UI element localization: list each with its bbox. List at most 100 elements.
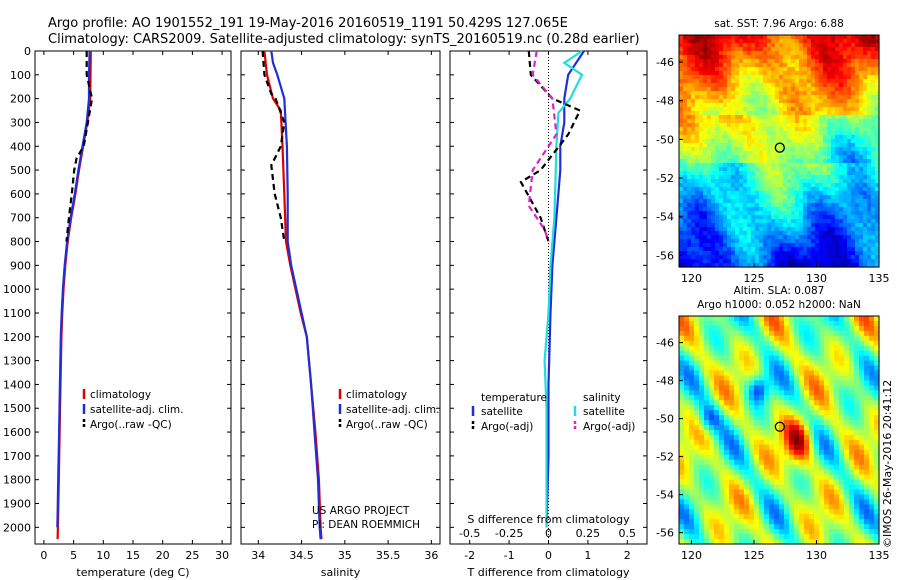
map-cell (723, 87, 728, 92)
map-cell (763, 63, 768, 68)
map-cell (711, 59, 716, 64)
map-cell (835, 43, 840, 48)
map-cell (863, 259, 868, 264)
map-cell (783, 123, 788, 128)
map-cell (834, 400, 840, 406)
map-cell (767, 51, 772, 56)
map-cell (809, 474, 815, 481)
map-cell (851, 119, 856, 124)
map-cell (694, 534, 700, 540)
map-cell (831, 99, 836, 104)
map-cell (803, 215, 808, 220)
map-cell (711, 63, 716, 68)
map-cell (875, 143, 880, 148)
map-cell (803, 235, 808, 240)
map-cell (839, 163, 844, 168)
map-cell (823, 91, 828, 96)
map-cell (707, 107, 712, 112)
map-cell (719, 395, 725, 401)
map-cell (859, 107, 864, 112)
map-cell (775, 239, 780, 244)
map-cell (774, 365, 780, 372)
map-cell (779, 35, 784, 40)
map-cell (687, 95, 692, 100)
map-cell (835, 199, 840, 204)
map-cell (734, 444, 740, 451)
map-cell (831, 103, 836, 108)
map-cell (867, 75, 872, 80)
map-cell (774, 395, 780, 401)
map-cell (844, 335, 850, 342)
map-cell (819, 151, 824, 156)
map-cell (715, 83, 720, 88)
map-cell (864, 420, 870, 426)
map-cell (767, 191, 772, 196)
map-cell (695, 139, 700, 144)
map-cell (709, 449, 715, 456)
map-cell (769, 519, 775, 525)
map-cell (755, 195, 760, 200)
map-cell (715, 143, 720, 148)
map-cell (771, 135, 776, 140)
map-cell (699, 111, 704, 116)
map-cell (769, 504, 775, 510)
map-cell (719, 123, 724, 128)
y-tick-label: 1500 (3, 402, 31, 415)
map-cell (751, 87, 756, 92)
map-cell (759, 159, 764, 164)
map-cell (769, 509, 775, 515)
map-cell (747, 171, 752, 176)
map-cell (847, 59, 852, 64)
map-cell (791, 263, 796, 268)
map-cell (679, 103, 684, 108)
map-cell (804, 474, 810, 481)
map-cell (687, 75, 692, 80)
map-cell (824, 316, 830, 322)
map-cell (747, 63, 752, 68)
map-cell (804, 479, 810, 486)
map-cell (779, 167, 784, 172)
map-cell (815, 215, 820, 220)
map-cell (804, 330, 810, 337)
map-cell (791, 87, 796, 92)
y-tick-label: 1800 (3, 474, 31, 487)
map-cell (729, 464, 735, 471)
map-cell (855, 67, 860, 72)
map-cell (704, 494, 710, 500)
map-cell (863, 107, 868, 112)
map-cell (689, 425, 695, 431)
map-cell (827, 111, 832, 116)
map-cell (687, 139, 692, 144)
map-cell (744, 454, 750, 461)
map-cell (819, 524, 825, 530)
map-cell (784, 370, 790, 377)
map-cell (751, 43, 756, 48)
map-cell (687, 59, 692, 64)
map-cell (851, 203, 856, 208)
map-cell (683, 83, 688, 88)
map-cell (683, 235, 688, 240)
map-cell (863, 111, 868, 116)
map-cell (795, 139, 800, 144)
map-cell (791, 103, 796, 108)
map-cell (759, 255, 764, 260)
map-title-line: sat. SST: 7.96 Argo: 6.88 (714, 18, 844, 30)
map-cell (691, 35, 696, 40)
map-cell (867, 139, 872, 144)
map-cell (744, 360, 750, 367)
map-cell (811, 227, 816, 232)
map-cell (794, 434, 800, 441)
map-cell (851, 111, 856, 116)
map-cell (869, 529, 875, 535)
map-cell (784, 350, 790, 357)
map-cell (755, 107, 760, 112)
map-cell (707, 259, 712, 264)
map-cell (695, 155, 700, 160)
map-cell (679, 390, 685, 396)
map-cell (744, 504, 750, 510)
map-cell (695, 191, 700, 196)
map-cell (769, 370, 775, 377)
map-cell (809, 524, 815, 530)
map-cell (687, 175, 692, 180)
map-cell (809, 479, 815, 486)
